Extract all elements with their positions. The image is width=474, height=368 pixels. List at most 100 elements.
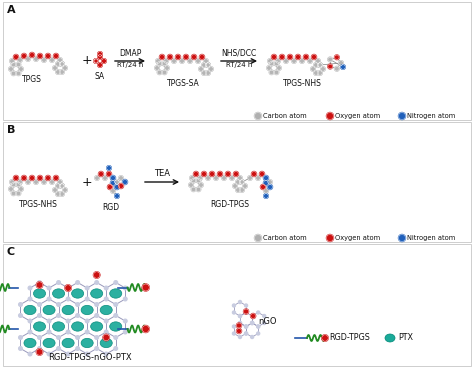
Circle shape <box>206 63 210 67</box>
Circle shape <box>18 58 22 62</box>
Circle shape <box>255 234 262 241</box>
Circle shape <box>13 54 18 60</box>
Circle shape <box>251 315 254 318</box>
Circle shape <box>10 59 14 63</box>
Ellipse shape <box>81 338 93 348</box>
Circle shape <box>267 184 273 190</box>
Ellipse shape <box>109 322 122 331</box>
Circle shape <box>238 322 241 325</box>
Circle shape <box>218 171 222 177</box>
Circle shape <box>206 176 210 180</box>
Circle shape <box>316 59 320 63</box>
Circle shape <box>114 314 118 317</box>
Circle shape <box>110 180 116 185</box>
Circle shape <box>188 59 192 63</box>
Circle shape <box>206 63 210 67</box>
Circle shape <box>26 180 30 184</box>
Circle shape <box>98 52 102 56</box>
Circle shape <box>16 183 21 187</box>
Text: PTX: PTX <box>398 333 413 343</box>
Circle shape <box>19 67 23 71</box>
Circle shape <box>157 61 162 66</box>
Circle shape <box>18 303 22 306</box>
Circle shape <box>311 54 317 60</box>
Circle shape <box>37 176 43 180</box>
Circle shape <box>95 303 99 306</box>
Text: NHS/DCC: NHS/DCC <box>221 49 256 57</box>
Circle shape <box>264 189 268 193</box>
Circle shape <box>256 176 260 180</box>
Circle shape <box>232 304 236 307</box>
Circle shape <box>16 71 21 75</box>
Circle shape <box>232 311 236 314</box>
Circle shape <box>103 176 107 180</box>
Circle shape <box>200 54 204 60</box>
Circle shape <box>162 61 167 66</box>
Circle shape <box>162 70 167 75</box>
Circle shape <box>251 314 255 318</box>
Circle shape <box>183 54 189 60</box>
Circle shape <box>314 71 318 75</box>
Circle shape <box>167 54 173 60</box>
Circle shape <box>255 113 262 120</box>
Circle shape <box>56 192 60 196</box>
Circle shape <box>245 325 247 328</box>
Circle shape <box>60 192 64 196</box>
Circle shape <box>66 352 70 356</box>
Circle shape <box>180 59 184 63</box>
Circle shape <box>76 303 80 306</box>
Circle shape <box>29 53 35 57</box>
Circle shape <box>267 66 271 70</box>
Circle shape <box>115 184 119 190</box>
Circle shape <box>280 54 284 60</box>
Circle shape <box>114 303 118 306</box>
Circle shape <box>210 171 215 177</box>
Circle shape <box>21 53 27 59</box>
Circle shape <box>335 55 339 60</box>
Circle shape <box>237 329 241 333</box>
Circle shape <box>47 319 51 323</box>
Circle shape <box>288 54 292 60</box>
Circle shape <box>58 58 62 62</box>
Circle shape <box>196 178 201 183</box>
Circle shape <box>236 188 240 192</box>
Circle shape <box>94 59 98 63</box>
Circle shape <box>53 188 57 192</box>
Circle shape <box>21 176 27 180</box>
Ellipse shape <box>385 334 395 342</box>
Circle shape <box>245 325 247 328</box>
Circle shape <box>159 54 164 60</box>
Circle shape <box>60 70 64 74</box>
Ellipse shape <box>91 289 103 298</box>
Circle shape <box>11 191 16 195</box>
Circle shape <box>244 309 248 314</box>
Circle shape <box>165 66 169 70</box>
Circle shape <box>209 67 213 71</box>
Circle shape <box>107 166 111 170</box>
Text: Nitrogen atom: Nitrogen atom <box>408 235 456 241</box>
Circle shape <box>237 323 241 328</box>
Circle shape <box>38 281 41 284</box>
Text: RGD-TPGS: RGD-TPGS <box>210 200 249 209</box>
Ellipse shape <box>34 322 46 331</box>
Circle shape <box>60 184 64 188</box>
Circle shape <box>76 347 80 350</box>
Circle shape <box>232 325 236 328</box>
Circle shape <box>115 180 119 184</box>
Circle shape <box>13 176 18 180</box>
Circle shape <box>191 178 196 183</box>
Circle shape <box>196 187 201 191</box>
Bar <box>3 244 471 366</box>
Circle shape <box>230 176 234 180</box>
Circle shape <box>95 347 99 350</box>
Circle shape <box>103 334 109 341</box>
Circle shape <box>11 71 16 75</box>
Text: SA: SA <box>95 72 105 81</box>
Circle shape <box>42 180 46 184</box>
Circle shape <box>95 281 99 284</box>
Circle shape <box>98 55 102 59</box>
Circle shape <box>115 180 119 184</box>
Ellipse shape <box>34 289 46 298</box>
Circle shape <box>399 234 405 241</box>
Circle shape <box>47 330 51 334</box>
